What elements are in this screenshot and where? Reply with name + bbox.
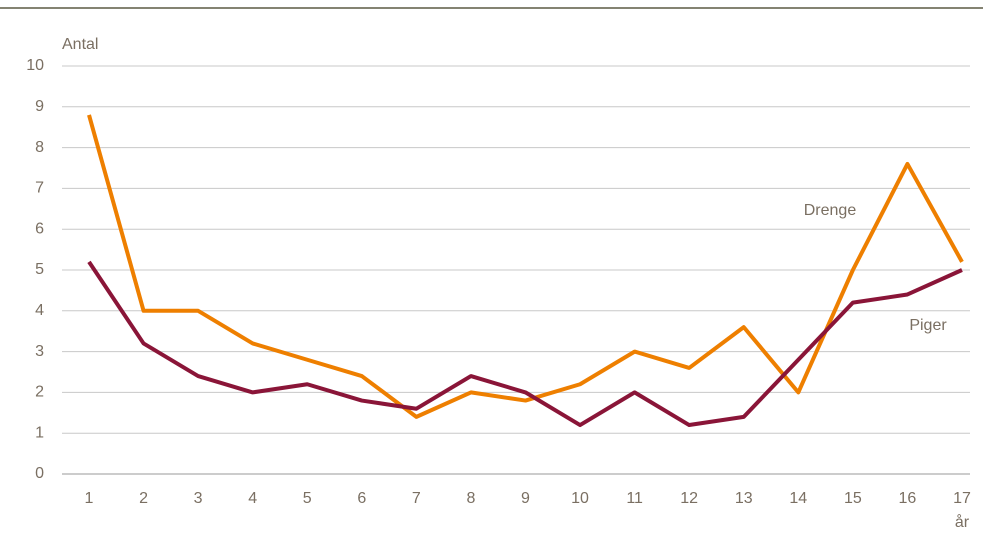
- y-tick-label: 8: [35, 139, 44, 156]
- x-tick-label: 8: [466, 490, 475, 507]
- data-line: [87, 114, 964, 419]
- x-tick-label: 15: [844, 490, 862, 507]
- x-tick-label: 10: [571, 490, 589, 507]
- x-tick-label: 12: [680, 490, 698, 507]
- x-tick-label: 3: [194, 490, 203, 507]
- x-tick-label: 4: [248, 490, 257, 507]
- y-tick-label: 2: [35, 384, 44, 401]
- y-tick-label: 6: [35, 220, 44, 237]
- y-tick-label: 0: [35, 465, 44, 482]
- x-tick-label: 16: [899, 490, 917, 507]
- x-tick-label: 7: [412, 490, 421, 507]
- y-tick-label: 9: [35, 98, 44, 115]
- x-tick-label: 14: [789, 490, 807, 507]
- x-tick-label: 1: [85, 490, 94, 507]
- series-label: Drenge: [804, 202, 857, 219]
- x-axis-label: år: [955, 513, 970, 531]
- y-tick-label: 7: [35, 180, 44, 197]
- y-axis-label: Antal: [62, 36, 98, 53]
- x-tick-label: 2: [139, 490, 148, 507]
- y-tick-label: 5: [35, 261, 44, 278]
- x-tick-label: 11: [626, 490, 643, 507]
- x-tick-label: 17: [953, 490, 971, 507]
- y-tick-label: 10: [26, 57, 44, 74]
- series-label: Piger: [909, 317, 947, 334]
- y-tick-label: 1: [35, 424, 44, 441]
- x-tick-label: 9: [521, 490, 530, 507]
- x-tick-label: 6: [357, 490, 366, 507]
- y-tick-label: 3: [35, 343, 44, 360]
- y-tick-label: 4: [35, 302, 44, 319]
- x-tick-label: 5: [303, 490, 312, 507]
- x-tick-label: 13: [735, 490, 753, 507]
- data-line: [87, 260, 963, 428]
